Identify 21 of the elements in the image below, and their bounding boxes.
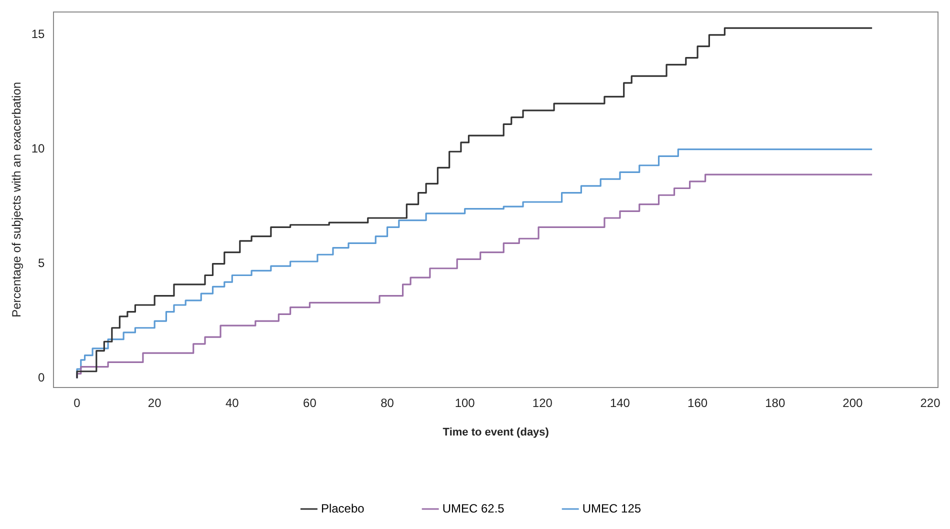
legend-label: UMEC 125 <box>582 501 642 516</box>
x-tick-label: 140 <box>610 396 630 410</box>
x-tick-label: 220 <box>920 396 941 410</box>
x-tick-label: 180 <box>765 396 786 410</box>
x-tick-label: 20 <box>148 396 162 410</box>
y-tick-label: 5 <box>38 256 46 270</box>
y-tick-label: 10 <box>31 142 46 156</box>
x-tick-label: 0 <box>74 396 81 410</box>
y-tick-label: 0 <box>38 370 46 385</box>
y-tick-label: 15 <box>31 27 46 42</box>
x-tick-label: 40 <box>225 396 240 410</box>
legend-label: Placebo <box>320 501 365 516</box>
x-tick-label: 200 <box>842 396 864 410</box>
x-tick-label: 160 <box>688 396 708 410</box>
x-tick-label: 80 <box>380 396 394 410</box>
y-axis-title: Percentage of subjects with an exacerbation <box>10 82 24 318</box>
x-tick-label: 60 <box>303 396 317 410</box>
legend-label: UMEC 62.5 <box>442 501 505 516</box>
x-tick-label: 100 <box>454 396 476 410</box>
x-axis-title: Time to event (days) <box>442 426 550 438</box>
x-tick-label: 120 <box>532 396 553 410</box>
